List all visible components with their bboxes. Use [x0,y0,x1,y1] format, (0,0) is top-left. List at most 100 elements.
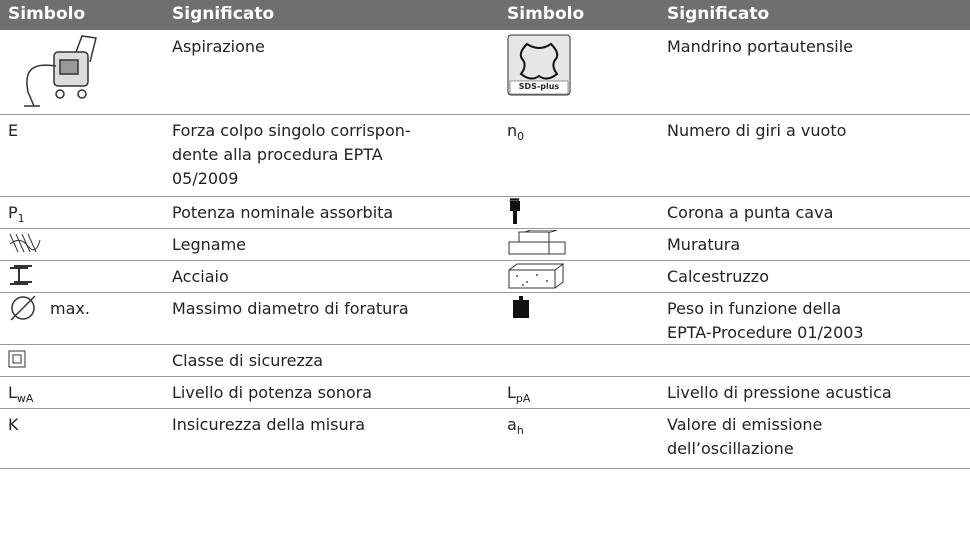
meaning: Numero di giri a vuoto [667,119,846,143]
table-header: Simbolo Significato Simbolo Significato [0,0,970,30]
meaning-line: dell’oscillazione [667,439,794,458]
meaning: Massimo diametro di foratura [172,297,409,321]
icon-shape [508,229,566,255]
icon-shape [14,265,32,283]
table-row: P1 Potenza nominale assorbita Corona a pun… [0,196,970,229]
symbol-text: L [507,383,516,402]
icon-shape [509,196,520,224]
icon-shape [77,89,87,99]
icon-shape [510,201,520,211]
table-row: Aspirazione SDS-plus Mandrino portautensil… [0,30,970,115]
symbol-icon [8,232,42,258]
icon-shape [509,196,520,203]
symbol-icon [8,293,38,327]
symbol-icon: SDS-plus [507,34,571,100]
meaning-line: EPTA-Procedure 01/2003 [667,323,864,342]
meaning: Corona a punta cava [667,201,833,225]
icon-shape [11,296,35,320]
meaning-line: Corona a punta cava [667,203,834,222]
meaning: Classe di sicurezza [172,349,323,373]
meaning-line: Livello di pressione acustica [667,383,892,402]
icon-shape [10,265,32,285]
symbol: LpA [507,381,530,411]
meaning: Muratura [667,233,740,257]
table-row: Classe di sicurezza [0,344,970,377]
icon-shape [12,354,22,364]
symbol: K [8,413,19,437]
symbol: max. [50,297,90,321]
symbol-subscript: h [516,424,524,437]
icon-shape [507,34,571,96]
icon-shape [513,211,517,224]
icon-shape [10,265,32,285]
symbol: E [8,119,18,143]
icon-shape [10,295,36,321]
meaning-line: Acciaio [172,267,229,286]
meaning-line: Aspirazione [172,37,265,56]
table-row: Acciaio Calcestruzzo [0,260,970,293]
meaning-line: Insicurezza della misura [172,415,366,434]
meaning-line: Massimo diametro di foratura [172,299,409,318]
meaning-line: Legname [172,235,247,254]
symbol-icon [511,294,531,324]
icon-shape [507,34,571,96]
symbol-icon [20,32,100,116]
symbol: P1 [8,201,25,231]
meaning: Aspirazione [172,35,265,59]
icon-shape [508,229,566,255]
meaning-line: Calcestruzzo [667,267,769,286]
header-cell: Simbolo [507,4,585,24]
table-row: LwA Livello di potenza sonora LpA Livello d… [0,376,970,409]
meaning: Potenza nominale assorbita [172,201,393,225]
meaning-line: 05/2009 [172,169,239,188]
icon-shape [24,35,97,107]
header-cell: Simbolo [8,4,86,24]
icon-shape [516,274,548,286]
symbol-subscript: 1 [17,212,25,225]
table-row: E Forza colpo singolo corrispon-dente all… [0,114,970,197]
meaning: Livello di pressione acustica [667,381,892,405]
symbol-subscript: pA [515,392,531,405]
meaning: Valore di emissione dell’oscillazione [667,413,822,461]
icon-shape [513,296,529,318]
icon-shape [509,80,569,95]
meaning: Legname [172,233,246,257]
symbol-text: max. [50,299,90,318]
icon-shape [55,89,65,99]
icon-shape [75,35,97,63]
meaning-line: Muratura [667,235,741,254]
icon-shape [9,233,41,253]
meaning: Mandrino portautensile [667,35,853,59]
icon-shape [519,42,559,80]
meaning-line: Valore di emissione [667,415,823,434]
icon-shape [508,263,565,289]
icon-shape [508,229,566,255]
icon-shape [10,295,36,321]
symbol: n0 [507,119,524,149]
meaning-line: Forza colpo singolo corrispon- [172,121,411,140]
meaning: Livello di potenza sonora [172,381,372,405]
icon-shape [24,35,97,107]
icon-shape [59,59,79,75]
symbol-icon [507,229,567,260]
symbol-text: P [8,203,18,222]
meaning-line: Mandrino portautensile [667,37,854,56]
symbol-text: K [8,415,19,434]
symbol-icon [8,264,34,292]
meaning-line: Potenza nominale assorbita [172,203,394,222]
icon-shape [546,280,548,282]
meaning-line: Livello di potenza sonora [172,383,373,402]
icon-shape [522,284,524,286]
meaning-line: Peso in funzione della [667,299,842,318]
symbol-icon [507,196,523,228]
symbol: LwA [8,381,33,411]
symbol-text: n [507,121,518,140]
symbol-subscript: 0 [517,130,525,143]
meaning: Acciaio [172,265,229,289]
icon-shape [8,350,26,368]
icon-shape [9,239,41,251]
table-row: Legname Muratura [0,228,970,261]
symbol-text: E [8,121,19,140]
icon-shape [9,233,41,253]
